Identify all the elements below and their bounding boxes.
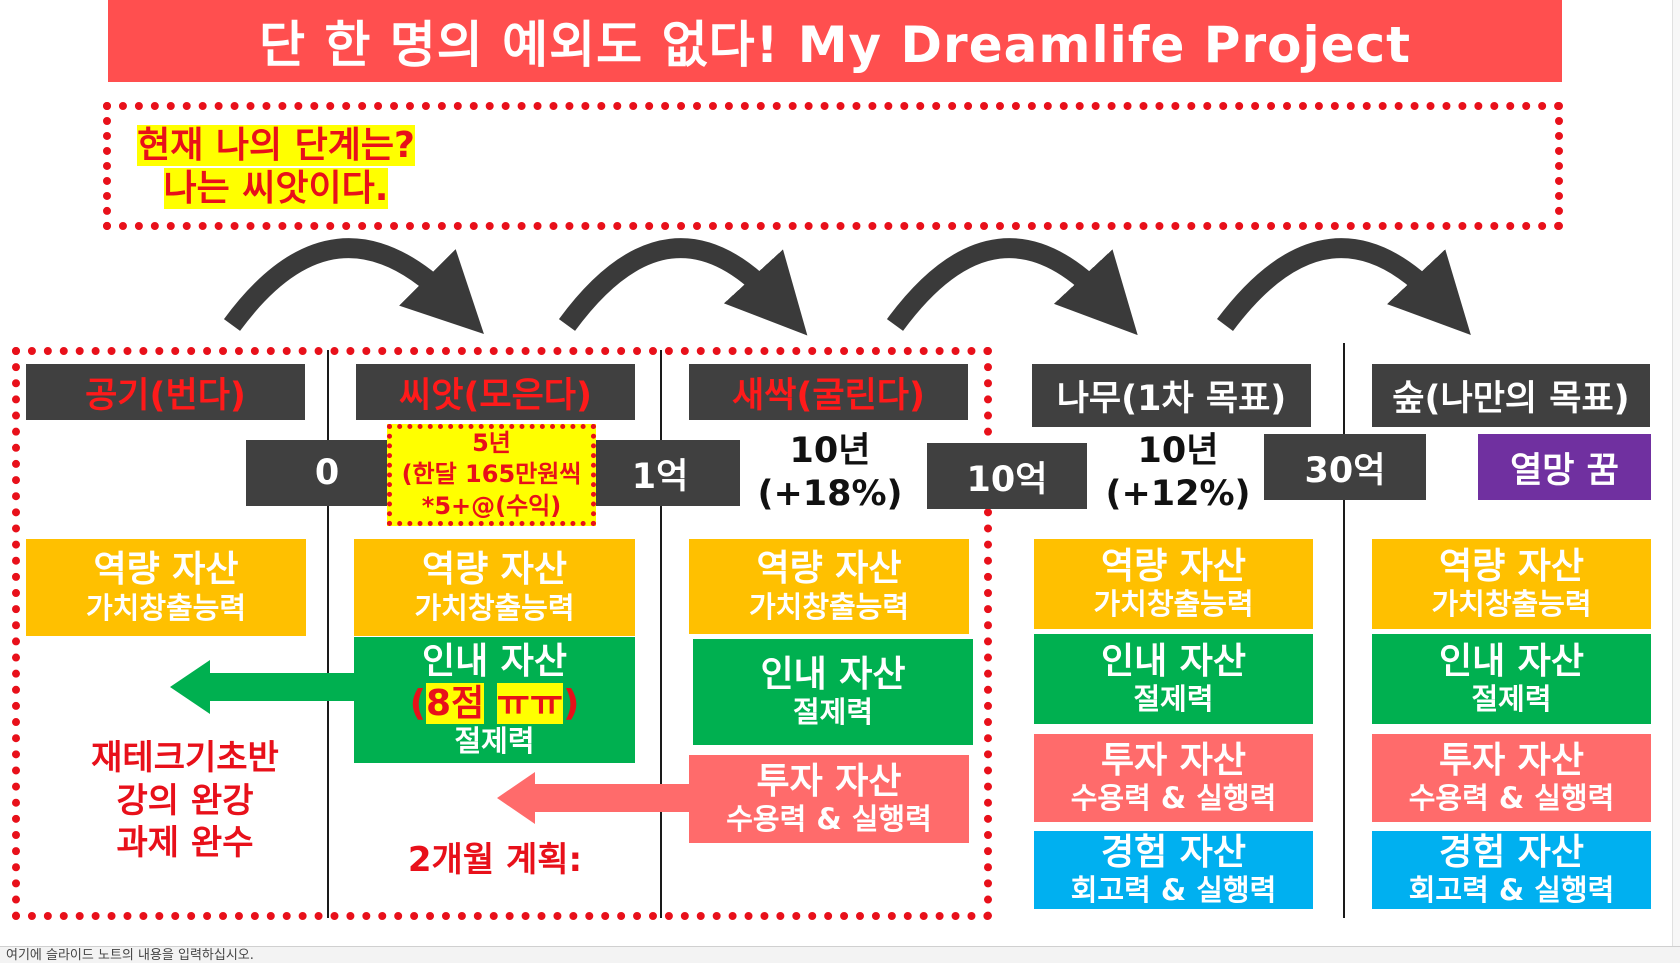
capability-title: 역량 자산: [93, 549, 239, 591]
period-sprout-rate: (+18%): [757, 474, 903, 514]
capability-title: 역량 자산: [421, 549, 567, 591]
stage-header-tree[interactable]: 나무(1차 목표): [1032, 364, 1311, 427]
vertical-scrollbar[interactable]: [1672, 0, 1680, 946]
patience-title: 인내 자산: [421, 641, 567, 683]
patience-score: (8점 ㅠㅠ): [409, 682, 580, 724]
period-tree-rate: (+12%): [1105, 474, 1251, 514]
capability-asset-air[interactable]: 역량 자산 가치창출능력: [26, 539, 306, 636]
period-tree[interactable]: 10년 (+12%): [1098, 428, 1258, 518]
investment-sub: 수용력 & 실행력: [1070, 781, 1277, 816]
period-sprout-years: 10년: [789, 431, 871, 472]
slide-title[interactable]: 단 한 명의 예외도 없다! My Dreamlife Project: [108, 0, 1562, 82]
experience-title: 경험 자산: [1100, 831, 1246, 873]
value-1b[interactable]: 10억: [927, 443, 1087, 509]
capability-title: 역량 자산: [1438, 545, 1584, 587]
study-goal-lectures: 강의 완강: [116, 780, 254, 821]
study-goal-course: 재테크기초반: [91, 738, 279, 779]
investment-asset-forest[interactable]: 투자 자산 수용력 & 실행력: [1372, 734, 1651, 822]
patience-asset-tree[interactable]: 인내 자산 절제력: [1034, 634, 1313, 724]
value-dream[interactable]: 열망 꿈: [1478, 434, 1651, 500]
two-month-plan-text[interactable]: 2개월 계획:: [407, 839, 583, 880]
seed-plan-formula: *5+@(수익): [421, 491, 562, 520]
status-answer: 나는 씨앗이다.: [163, 168, 389, 210]
capability-asset-tree[interactable]: 역량 자산 가치창출능력: [1034, 539, 1313, 629]
capability-sub: 가치창출능력: [85, 590, 247, 625]
patience-asset-forest[interactable]: 인내 자산 절제력: [1372, 634, 1651, 724]
status-dotted-frame: [103, 102, 1563, 230]
experience-sub: 회고력 & 실행력: [1408, 873, 1615, 908]
seed-plan-duration: 5년: [472, 429, 511, 458]
capability-asset-forest[interactable]: 역량 자산 가치창출능력: [1372, 539, 1651, 629]
value-100m[interactable]: 1억: [580, 440, 740, 506]
stage-header-air[interactable]: 공기(번다): [26, 364, 305, 420]
patience-sub: 절제력: [1471, 682, 1552, 717]
investment-title: 투자 자산: [1438, 739, 1584, 781]
green-left-arrow-icon: [170, 660, 355, 714]
study-goals-text[interactable]: 재테크기초반 강의 완강 과제 완수: [55, 736, 315, 866]
stage-header-sprout[interactable]: 새싹(굴린다): [689, 364, 968, 420]
experience-asset-tree[interactable]: 경험 자산 회고력 & 실행력: [1034, 831, 1313, 909]
capability-title: 역량 자산: [1100, 545, 1246, 587]
stage-header-forest[interactable]: 숲(나만의 목표): [1372, 364, 1650, 427]
patience-score-value: 8점: [426, 682, 485, 724]
seed-plan-monthly: (한달 165만원씩: [401, 460, 582, 489]
stage-header-seed[interactable]: 씨앗(모은다): [356, 364, 635, 420]
investment-asset-sprout[interactable]: 투자 자산 수용력 & 실행력: [689, 755, 969, 843]
capability-asset-seed[interactable]: 역량 자산 가치창출능력: [354, 539, 635, 636]
slide-notes-pane[interactable]: 여기에 슬라이드 노트의 내용을 입력하십시오.: [0, 946, 1680, 963]
patience-sub: 절제력: [1133, 682, 1214, 717]
status-question: 현재 나의 단계는?: [137, 125, 415, 166]
study-goal-assignments: 과제 완수: [116, 823, 254, 864]
arrow-air-to-seed-icon: [223, 238, 484, 334]
experience-sub: 회고력 & 실행력: [1070, 873, 1277, 908]
arrow-seed-to-sprout-icon: [558, 238, 808, 336]
capability-sub: 가치창출능력: [414, 590, 575, 625]
patience-asset-seed[interactable]: 인내 자산 (8점 ㅠㅠ) 절제력: [354, 637, 635, 763]
stage-divider: [1343, 343, 1345, 918]
arrow-tree-to-forest-icon: [1217, 238, 1471, 335]
patience-score-emoji: ㅠㅠ: [496, 682, 563, 724]
capability-sub: 가치창출능력: [1431, 587, 1592, 622]
investment-sub: 수용력 & 실행력: [1408, 781, 1615, 816]
patience-sub: 절제력: [792, 695, 874, 730]
capability-sub: 가치창출능력: [1093, 587, 1254, 622]
patience-sub: 절제력: [454, 723, 535, 758]
patience-title: 인내 자산: [1100, 640, 1246, 682]
period-sprout[interactable]: 10년 (+18%): [750, 428, 910, 518]
experience-asset-forest[interactable]: 경험 자산 회고력 & 실행력: [1372, 831, 1651, 909]
patience-asset-sprout[interactable]: 인내 자산 절제력: [693, 639, 973, 745]
stage-divider: [660, 350, 662, 918]
investment-asset-tree[interactable]: 투자 자산 수용력 & 실행력: [1034, 734, 1313, 822]
period-tree-years: 10년: [1137, 431, 1219, 472]
value-3b[interactable]: 30억: [1264, 434, 1426, 500]
stage-divider: [327, 350, 329, 918]
patience-title: 인내 자산: [1438, 640, 1584, 682]
capability-asset-sprout[interactable]: 역량 자산 가치창출능력: [689, 539, 969, 634]
investment-title: 투자 자산: [1100, 739, 1246, 781]
current-stage-dotted-frame: [12, 347, 992, 920]
capability-title: 역량 자산: [756, 548, 902, 590]
status-textbox[interactable]: 현재 나의 단계는? 나는 씨앗이다.: [116, 124, 436, 214]
arrow-sprout-to-tree-icon: [886, 238, 1138, 336]
patience-title: 인내 자산: [760, 653, 906, 695]
capability-sub: 가치창출능력: [748, 589, 910, 624]
investment-sub: 수용력 & 실행력: [726, 802, 932, 837]
experience-title: 경험 자산: [1438, 831, 1584, 873]
investment-title: 투자 자산: [756, 760, 902, 802]
seed-plan-box[interactable]: 5년 (한달 165만원씩 *5+@(수익): [387, 424, 596, 526]
salmon-left-arrow-icon: [497, 772, 690, 824]
value-zero[interactable]: 0: [246, 440, 408, 506]
